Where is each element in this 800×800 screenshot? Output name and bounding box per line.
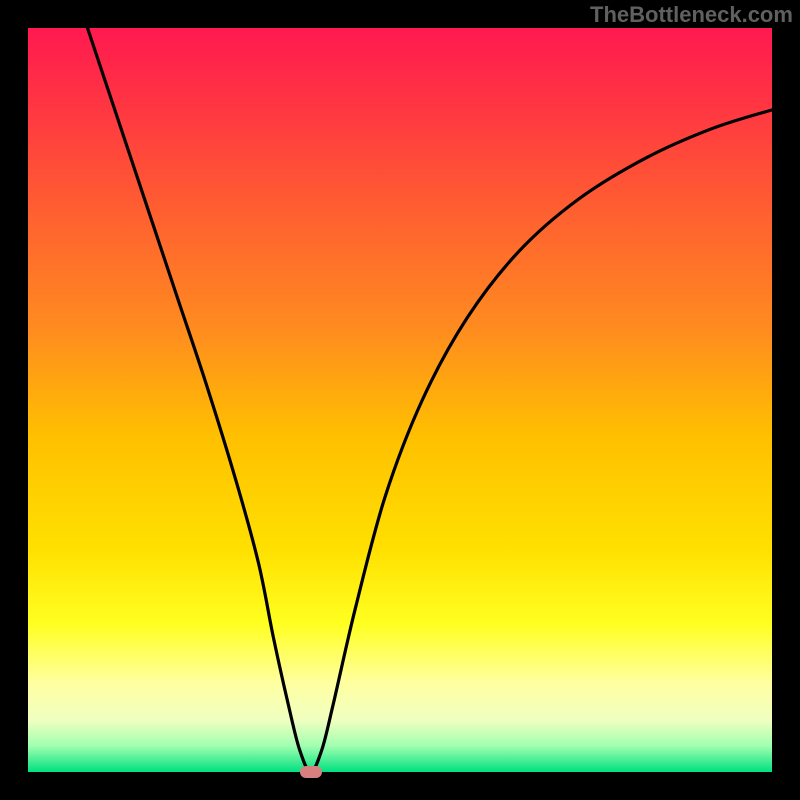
plot-area: [28, 28, 772, 772]
chart-container: TheBottleneck.com: [0, 0, 800, 800]
minimum-marker: [300, 766, 322, 778]
watermark-label: TheBottleneck.com: [590, 2, 793, 28]
